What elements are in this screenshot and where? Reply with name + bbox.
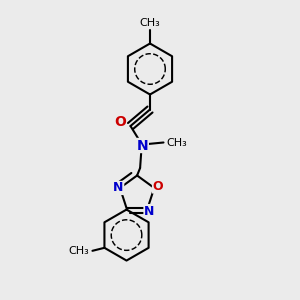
Text: CH₃: CH₃ — [69, 246, 89, 256]
Text: CH₃: CH₃ — [167, 137, 187, 148]
Text: N: N — [113, 182, 124, 194]
Text: CH₃: CH₃ — [140, 19, 160, 28]
Text: N: N — [144, 205, 154, 218]
Text: N: N — [137, 139, 148, 152]
Text: O: O — [114, 115, 126, 128]
Text: O: O — [152, 180, 163, 193]
